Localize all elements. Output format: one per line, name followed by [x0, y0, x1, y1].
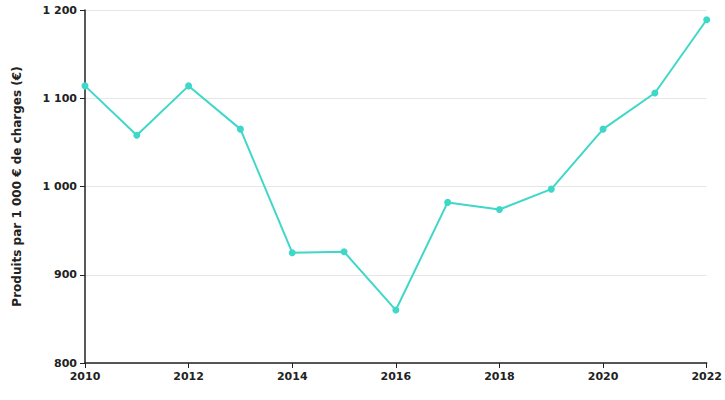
svg-text:800: 800 [54, 357, 77, 370]
svg-text:2020: 2020 [588, 370, 619, 383]
svg-text:Produits par 1 000 € de charge: Produits par 1 000 € de charges (€) [10, 66, 24, 306]
svg-text:2010: 2010 [70, 370, 101, 383]
svg-text:2016: 2016 [381, 370, 412, 383]
svg-text:900: 900 [54, 268, 77, 281]
svg-text:2022: 2022 [691, 370, 722, 383]
svg-text:1 200: 1 200 [43, 4, 78, 17]
svg-text:2012: 2012 [173, 370, 204, 383]
svg-text:1 000: 1 000 [43, 180, 78, 193]
svg-text:2014: 2014 [277, 370, 308, 383]
svg-text:2018: 2018 [484, 370, 515, 383]
svg-text:1 100: 1 100 [43, 92, 78, 105]
